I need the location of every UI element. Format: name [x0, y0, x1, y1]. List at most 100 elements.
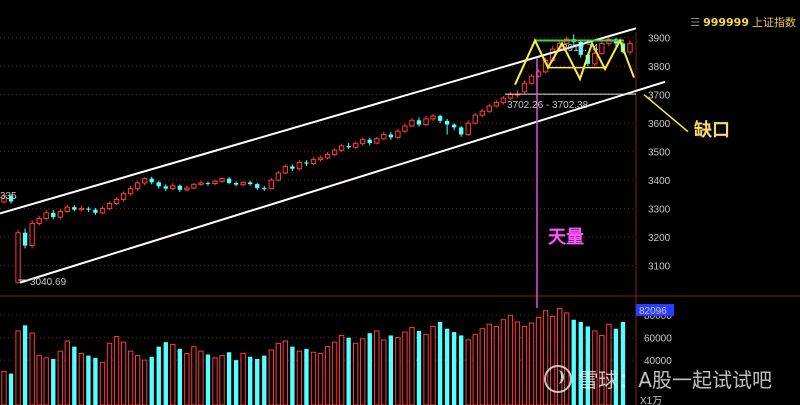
volume-bar-down [93, 357, 98, 405]
volume-bar-up [521, 325, 528, 405]
gap-annotation: 缺口 [693, 119, 730, 141]
candle-body-down [51, 212, 56, 218]
current-volume-value: 82096 [639, 306, 667, 317]
low-price-label: 3040.69 [30, 277, 67, 288]
volume-bar-down [451, 332, 457, 405]
volume-bar-down [367, 333, 372, 405]
candle-body-up [493, 102, 500, 107]
volume-bar-up [212, 357, 218, 405]
volume-bar-down [437, 321, 443, 405]
volume-bar-up [479, 328, 485, 405]
candle-body-up [275, 172, 281, 181]
volume-bar-down [177, 348, 183, 405]
high-price-label: 3912.74 [562, 43, 599, 54]
price-tick-label: 3900 [648, 34, 671, 45]
candle-body-up [521, 82, 528, 93]
candle-body-up [212, 180, 218, 185]
candle-body-up [170, 185, 176, 190]
volume-bar-up [219, 355, 225, 405]
volume-bar-up [402, 331, 408, 405]
candle-body-up [507, 94, 514, 99]
chart-header: ☰ 999999 上证指数 [690, 14, 796, 30]
candle-body-down [304, 162, 309, 164]
volume-bar-up [134, 355, 141, 405]
price-tick-label: 3400 [648, 176, 671, 187]
candle-body-up [219, 178, 225, 182]
channel-lower-line [19, 80, 666, 284]
volume-bar-down [226, 352, 232, 405]
m-top-pattern [514, 38, 635, 86]
volume-bar-up [317, 352, 324, 405]
volume-bar-up [78, 352, 85, 405]
candle-body-down [585, 54, 590, 64]
candle-body-down [255, 184, 260, 189]
volume-bar-up [430, 325, 436, 405]
volume-bar-up [15, 330, 21, 405]
candle-body-up [479, 110, 485, 116]
volume-bar-down [233, 360, 239, 405]
volume-bars [1, 307, 626, 405]
volume-bar-down [459, 335, 464, 405]
volume-bar-down [585, 326, 590, 405]
volume-bar-up [141, 359, 148, 405]
volume-bar-down [255, 358, 260, 405]
stock-name[interactable]: 上证指数 [752, 16, 796, 29]
volume-unit-label: X1万 [640, 396, 662, 405]
volume-bar-up [198, 350, 204, 405]
candle-body-down [437, 116, 443, 121]
price-tick-label: 3800 [648, 62, 671, 73]
volume-bar-down [86, 355, 91, 405]
candle-body-up [324, 153, 331, 159]
volume-bar-up [381, 339, 387, 405]
candle-body-down [8, 195, 14, 202]
candle-body-up [627, 42, 633, 53]
volume-bar-down [247, 356, 253, 405]
price-tick-label: 3300 [648, 205, 671, 216]
candle-body-down [22, 232, 28, 246]
candle-body-down [93, 209, 98, 213]
candle-body-up [599, 42, 605, 54]
volume-bar-up [486, 323, 493, 405]
volume-bar-down [578, 321, 583, 405]
candle-body-up [141, 178, 148, 184]
volume-bar-up [500, 319, 507, 405]
volume-bar-down [571, 319, 576, 405]
candle-body-down [233, 182, 239, 185]
candle-body-down [367, 139, 372, 144]
volume-bar-down [444, 328, 450, 405]
volume-bar-up [556, 307, 563, 405]
candle-body-up [113, 198, 120, 204]
candle-body-up [331, 149, 338, 155]
volume-bar-up [514, 321, 521, 405]
candle-body-up [381, 134, 387, 140]
candle-body-up [402, 125, 408, 132]
volume-bar-up [395, 337, 401, 405]
volume-bar-up [331, 341, 338, 405]
candle-body-up [395, 130, 401, 138]
stock-code[interactable]: 999999 [703, 15, 749, 29]
candle-body-up [99, 208, 106, 214]
candle-body-down [177, 185, 183, 190]
volume-bar-up [472, 333, 478, 405]
candle-body-down [86, 208, 91, 210]
volume-bar-up [191, 346, 197, 405]
candle-body-down [156, 182, 161, 187]
channel-upper-line [0, 27, 637, 215]
left-partial-label: 335 [0, 191, 17, 202]
price-tick-label: 3600 [648, 119, 671, 130]
candle-body-down [459, 127, 464, 135]
candle-body-up [120, 193, 127, 200]
candle-body-up [64, 206, 70, 212]
candle-body-up [36, 218, 42, 224]
volume-annotation: 天量 [548, 226, 584, 248]
candle-body-down [205, 182, 211, 184]
candle-body-up [15, 232, 21, 284]
trend-channel [0, 27, 666, 284]
menu-icon[interactable]: ☰ [690, 15, 701, 29]
volume-bar-up [127, 350, 134, 405]
volume-bar-up [99, 361, 106, 405]
volume-bar-down [304, 348, 309, 405]
volume-tick-label: 80000 [644, 311, 672, 322]
